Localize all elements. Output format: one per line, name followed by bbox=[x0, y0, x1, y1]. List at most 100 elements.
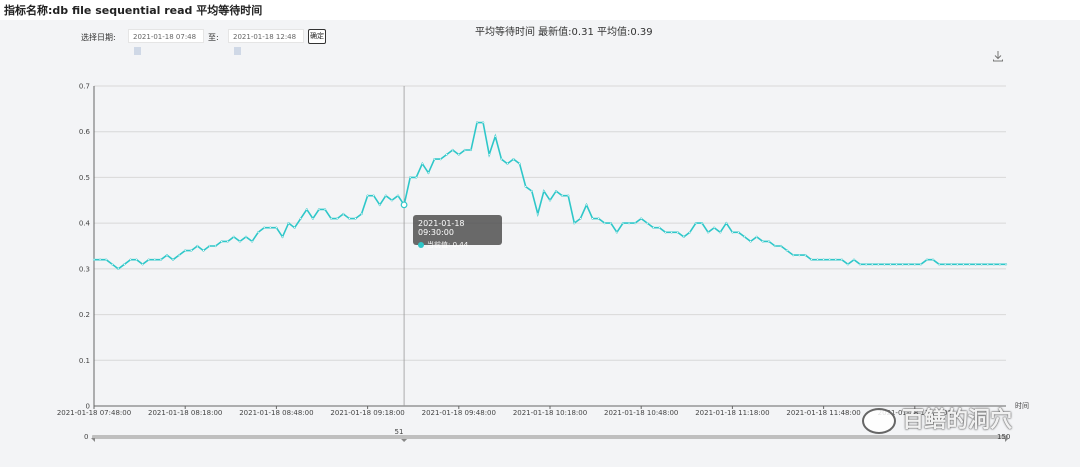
data-point bbox=[92, 258, 96, 261]
data-point bbox=[633, 221, 637, 225]
data-point bbox=[317, 208, 321, 211]
data-point bbox=[816, 258, 819, 261]
data-point bbox=[153, 258, 156, 261]
data-point bbox=[937, 263, 941, 266]
data-point bbox=[439, 157, 442, 161]
data-point bbox=[269, 226, 272, 229]
end-date-input[interactable]: 2021-01-18 12:48 bbox=[228, 29, 304, 55]
zoom-handle-label: 51 bbox=[395, 428, 404, 436]
data-point bbox=[603, 221, 606, 225]
data-point bbox=[305, 208, 308, 211]
data-point bbox=[737, 231, 740, 234]
data-point bbox=[336, 217, 339, 220]
data-point bbox=[828, 258, 831, 261]
to-label: 至: bbox=[208, 33, 219, 42]
data-point bbox=[177, 253, 181, 257]
data-point bbox=[725, 221, 728, 225]
x-tick-label: 2021-01-18 09:18:00 bbox=[330, 409, 404, 417]
data-point bbox=[931, 258, 935, 261]
data-point bbox=[658, 226, 661, 229]
data-point bbox=[348, 217, 351, 220]
data-point bbox=[421, 162, 424, 165]
y-tick-label: 0 bbox=[86, 403, 90, 411]
tooltip: 2021-01-18 09:30:00 当前值: 0.44 bbox=[413, 215, 502, 249]
data-point bbox=[889, 263, 892, 266]
data-point bbox=[974, 263, 977, 266]
data-point bbox=[190, 249, 193, 252]
zoom-left-handle bbox=[91, 438, 95, 442]
start-date-input[interactable]: 2021-01-18 07:48 bbox=[128, 29, 204, 55]
data-point bbox=[676, 231, 679, 234]
data-point bbox=[524, 185, 527, 188]
data-point bbox=[743, 235, 746, 239]
data-point bbox=[396, 194, 400, 197]
data-point bbox=[457, 153, 460, 156]
data-point bbox=[585, 203, 588, 207]
data-point bbox=[713, 226, 716, 229]
data-point bbox=[804, 253, 807, 257]
start-date-value: 2021-01-18 07:48 bbox=[133, 33, 197, 41]
data-point bbox=[232, 235, 235, 239]
end-date-picker-icon[interactable] bbox=[234, 47, 241, 55]
data-point bbox=[907, 263, 910, 266]
zoom-end-label: 150 bbox=[997, 433, 1010, 441]
data-point bbox=[481, 121, 485, 124]
zoom-right-handle bbox=[1005, 438, 1009, 442]
x-tick-label: 2021-01-18 12:18:00 bbox=[878, 409, 952, 417]
data-point bbox=[792, 253, 795, 257]
data-point bbox=[342, 212, 345, 216]
data-point bbox=[579, 217, 582, 220]
data-point bbox=[810, 258, 813, 261]
data-point bbox=[883, 263, 886, 266]
data-point bbox=[670, 231, 673, 234]
data-point bbox=[573, 221, 576, 225]
data-point bbox=[409, 176, 412, 179]
data-point bbox=[640, 217, 643, 220]
data-point bbox=[354, 217, 357, 220]
data-point bbox=[779, 244, 783, 248]
data-point bbox=[749, 240, 752, 243]
data-point bbox=[263, 226, 266, 229]
data-point bbox=[117, 267, 120, 271]
highlighted-point bbox=[400, 201, 408, 209]
data-point bbox=[512, 157, 515, 161]
data-point bbox=[311, 217, 315, 220]
data-point bbox=[877, 263, 880, 266]
data-point bbox=[871, 263, 874, 266]
x-tick-label: 2021-01-18 08:18:00 bbox=[148, 409, 222, 417]
data-point bbox=[652, 226, 655, 229]
data-point bbox=[719, 231, 722, 234]
data-point bbox=[767, 240, 771, 243]
data-point bbox=[329, 217, 333, 220]
data-point bbox=[694, 221, 698, 225]
data-point bbox=[901, 263, 904, 266]
data-point bbox=[281, 235, 284, 239]
confirm-button[interactable]: 确定 bbox=[308, 29, 326, 44]
data-point bbox=[360, 212, 363, 216]
data-point bbox=[427, 171, 430, 175]
data-point bbox=[220, 240, 223, 243]
data-point bbox=[731, 231, 734, 234]
data-point bbox=[834, 258, 837, 261]
data-point bbox=[275, 226, 278, 229]
data-point bbox=[798, 253, 801, 257]
data-point bbox=[445, 153, 448, 156]
data-point bbox=[129, 258, 132, 261]
data-point bbox=[530, 189, 533, 193]
start-date-picker-icon[interactable] bbox=[134, 47, 141, 55]
download-icon[interactable] bbox=[992, 50, 1004, 62]
data-point bbox=[196, 244, 199, 248]
metric-title: 指标名称:db file sequential read 平均等待时间 bbox=[4, 4, 263, 17]
series-dot-icon bbox=[418, 242, 424, 248]
data-point bbox=[202, 249, 205, 252]
data-point bbox=[950, 263, 953, 266]
data-point bbox=[171, 258, 175, 261]
data-point bbox=[469, 148, 473, 152]
data-point bbox=[159, 258, 163, 261]
data-point bbox=[287, 221, 290, 225]
data-point bbox=[536, 212, 539, 216]
date-label: 选择日期: bbox=[81, 33, 116, 42]
data-point bbox=[621, 221, 625, 225]
data-point bbox=[956, 263, 959, 266]
tooltip-time: 2021-01-18 09:30:00 bbox=[418, 219, 465, 237]
